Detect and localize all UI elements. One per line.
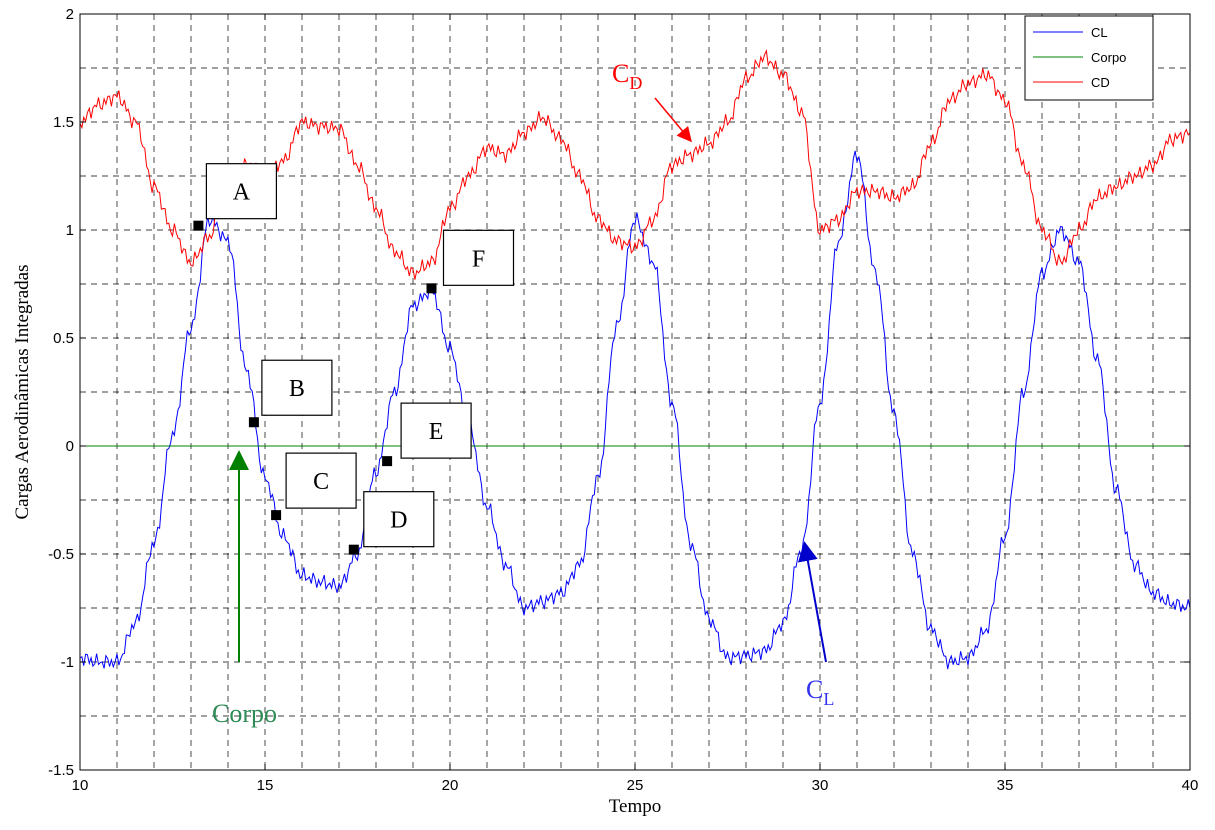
- x-tick-label: 30: [812, 777, 829, 794]
- point-label: A: [233, 180, 251, 206]
- legend: CL Corpo CD: [1024, 15, 1154, 101]
- y-tick-label: 1.5: [53, 114, 74, 131]
- y-axis-label: Cargas Aerodinâmicas Integradas: [12, 264, 33, 519]
- y-tick-label: -1.5: [48, 762, 74, 779]
- cd-arrow: [654, 97, 692, 143]
- x-tick-label: 25: [627, 777, 644, 794]
- cd-annotation-base: C: [612, 59, 629, 88]
- x-tick-label: 15: [257, 777, 274, 794]
- point-box: [400, 402, 472, 459]
- point-label: F: [472, 246, 485, 272]
- y-tick-label: -1: [61, 654, 74, 671]
- point-label: B: [289, 376, 305, 402]
- point-marker: [348, 544, 359, 555]
- cl-arrow: [797, 541, 827, 663]
- point-marker: [271, 510, 282, 521]
- y-tick-label: -0.5: [48, 546, 74, 563]
- y-tick-label: 1: [66, 222, 74, 239]
- point-label: D: [390, 508, 407, 534]
- point-label: E: [429, 419, 444, 445]
- cl-annotation-base: C: [806, 675, 823, 704]
- cl-annotation: CL: [806, 675, 834, 709]
- x-tick-label: 35: [997, 777, 1014, 794]
- y-tick-label: 2: [66, 6, 74, 23]
- x-tick-label: 20: [442, 777, 459, 794]
- point-markers: A B C D E F: [193, 163, 515, 555]
- series-line-cl: [79, 150, 1191, 670]
- point-marker: [382, 456, 393, 467]
- point-marker: [193, 220, 204, 231]
- legend-label: Corpo: [1091, 50, 1126, 65]
- legend-label: CD: [1091, 75, 1110, 90]
- x-tick-label: 10: [72, 777, 89, 794]
- point-marker: [426, 283, 437, 294]
- annotations: CD CL Corpo: [212, 59, 834, 728]
- y-tick-label: 0: [66, 438, 74, 455]
- point-box: [363, 491, 435, 548]
- x-axis-label: Tempo: [609, 796, 662, 817]
- point-box: [442, 229, 515, 286]
- y-tick-label: 0.5: [53, 330, 74, 347]
- axis-ticks: 10 15 20 25 30 35 40 -1.5 -1 -0.5 0 0.5 1 1.5 2: [48, 6, 1198, 794]
- legend-box: [1024, 15, 1154, 101]
- x-tick-label: 40: [1182, 777, 1199, 794]
- point-marker: [248, 417, 259, 428]
- point-box: [205, 163, 277, 220]
- corpo-annotation: Corpo: [212, 699, 277, 728]
- point-label: C: [313, 469, 329, 495]
- point-box: [261, 359, 333, 416]
- grid: [80, 14, 1190, 770]
- point-box: [285, 452, 357, 509]
- cd-annotation: CD: [612, 59, 642, 93]
- cd-annotation-sub: D: [629, 73, 642, 93]
- legend-label: CL: [1091, 25, 1108, 40]
- cl-annotation-sub: L: [823, 689, 834, 709]
